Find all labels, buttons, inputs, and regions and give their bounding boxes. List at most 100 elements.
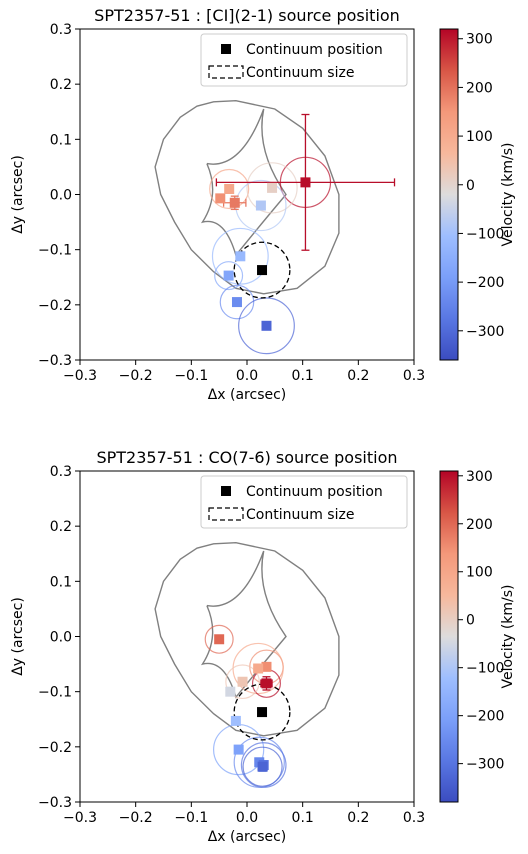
legend-continuum-marker [221,44,231,54]
source-marker-1 [214,634,225,645]
x-tick-label: 0.2 [347,368,369,384]
source-marker-2 [229,197,240,208]
colorbar-tick-label: −300 [466,757,504,773]
y-tick-label: −0.1 [38,243,72,259]
x-tick-label: −0.2 [119,810,153,826]
x-axis-label: Δx (arcsec) [208,829,287,845]
x-tick-label: 0.0 [236,810,258,826]
colorbar-tick-label: 100 [466,565,493,581]
colorbar-label: Velocity (km/s) [500,142,516,246]
colorbar-tick-label: −100 [466,226,504,242]
colorbar-tick-label: −100 [466,661,504,677]
colorbar-tick-label: 100 [466,129,493,145]
source-marker-1 [300,177,311,188]
chart-title: SPT2357-51 : [CI](2-1) source position [94,6,400,25]
colorbar-tick-label: 200 [466,80,493,96]
source-marker-5 [267,182,278,193]
panel-1: SPT2357-51 : [CI](2-1) source position −0… [10,6,516,403]
source-marker-4 [224,183,235,194]
legend-label-continuum-position: Continuum position [246,42,383,58]
continuum-marker [257,707,268,718]
continuum-size-circle [233,241,291,299]
source-size-circle-1 [204,624,234,654]
source-size-circle-4 [209,168,250,210]
inner-caustic [200,550,287,699]
colorbar-tick-label: 300 [466,32,493,48]
source-marker-5 [237,676,248,687]
y-tick-label: 0.0 [50,188,72,204]
y-tick-label: 0.2 [50,77,72,93]
colorbar-tick-label: 0 [466,178,475,194]
source-marker-3 [215,193,226,204]
source-size-circle-10 [238,297,295,355]
source-marker-3 [253,663,264,674]
x-tick-label: −0.2 [119,368,153,384]
x-tick-label: −0.3 [63,810,97,826]
colorbar-tick-label: −200 [466,275,504,291]
y-tick-label: −0.3 [38,795,72,811]
source-marker-9 [231,297,242,308]
legend-continuum-marker [221,486,231,496]
source-marker-7 [235,251,246,262]
x-tick-label: 0.1 [292,810,314,826]
colorbar [439,470,459,803]
x-tick-label: 0.3 [403,810,425,826]
colorbar-label: Velocity (km/s) [500,584,516,688]
legend-label-continuum-position: Continuum position [246,484,383,500]
source-marker-6 [225,686,236,697]
x-tick-label: 0.1 [292,368,314,384]
plot-area [154,99,396,355]
source-marker-2 [261,661,272,672]
colorbar [439,28,459,361]
continuum-marker [257,265,268,276]
x-tick-label: −0.1 [174,368,208,384]
source-marker-6 [255,200,266,211]
colorbar-tick-label: 0 [466,613,475,629]
legend-label-continuum-size: Continuum size [246,65,354,81]
source-size-circle-10 [240,742,287,788]
y-tick-label: −0.1 [38,685,72,701]
source-size-circle-11 [242,746,283,787]
y-tick-label: 0.2 [50,519,72,535]
colorbar-tick-label: 300 [466,469,493,485]
y-tick-label: 0.3 [50,22,72,38]
x-axis-label: Δx (arcsec) [208,387,287,403]
legend-continuum-size-swatch [208,65,244,79]
legend-box [200,33,408,87]
legend-label-continuum-size: Continuum size [246,507,354,523]
source-marker-8 [233,744,244,755]
x-tick-label: 0.2 [347,810,369,826]
source-size-circle-5 [225,664,260,700]
legend-continuum-size-swatch [208,507,244,521]
source-size-circle-8 [214,261,244,291]
y-tick-label: −0.3 [38,353,72,369]
colorbar-tick-label: −300 [466,324,504,340]
x-tick-label: −0.1 [174,810,208,826]
y-tick-label: 0.3 [50,464,72,480]
y-axis-label: Δy (arcsec) [10,597,26,676]
colorbar-tick-label: −200 [466,709,504,725]
y-tick-label: 0.1 [50,574,72,590]
chart-title: SPT2357-51 : CO(7-6) source position [96,448,397,467]
y-tick-label: −0.2 [38,298,72,314]
y-tick-label: 0.1 [50,132,72,148]
legend-box [200,475,408,529]
source-marker-11 [257,761,268,772]
x-tick-label: −0.3 [63,368,97,384]
outer-caustic [154,541,340,737]
plot-area [154,541,340,788]
source-marker-4 [261,678,272,689]
source-size-circle-5 [246,162,298,214]
outer-caustic [154,99,340,295]
y-axis-label: Δy (arcsec) [10,155,26,234]
source-size-circle-9 [219,284,255,320]
y-tick-label: 0.0 [50,630,72,646]
colorbar-tick-label: 200 [466,517,493,533]
y-tick-label: −0.2 [38,740,72,756]
source-marker-10 [261,320,272,331]
panel-2: SPT2357-51 : CO(7-6) source position −0.3… [10,448,516,845]
x-tick-label: 0.0 [236,368,258,384]
source-marker-8 [223,270,234,281]
source-marker-7 [230,715,241,726]
